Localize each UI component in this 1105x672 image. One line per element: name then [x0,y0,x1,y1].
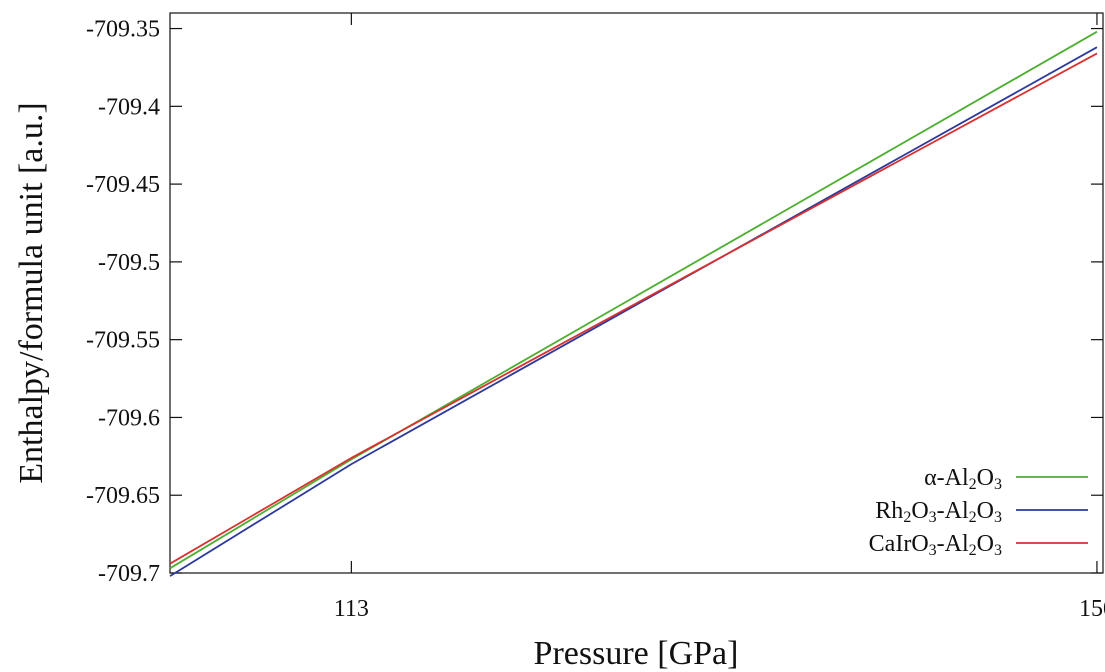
plot-frame [169,12,1104,574]
y-tick-label: -709.35 [86,17,160,43]
y-tick-label: -709.4 [98,94,160,120]
y-axis-ticks: -709.35 -709.4 -709.45 -709.5 -709.55 -709.6 -… [86,17,1103,587]
x-axis-ticks: 113 150 [334,13,1105,622]
series-line-2 [169,52,1098,565]
y-tick-label: -709.65 [86,483,160,509]
y-tick-label: -709.7 [98,561,160,587]
y-tick-label: -709.6 [98,405,160,431]
series-line-1 [169,46,1098,577]
x-tick-label: 113 [334,596,369,622]
y-tick-label: -709.55 [86,328,160,354]
x-tick-label: 150 [1079,596,1105,622]
y-axis-label: Enthalpy/formula unit [a.u.] [13,102,50,483]
x-axis-label: Pressure [GPa] [534,635,739,672]
series-line-0 [169,30,1098,570]
legend: α-Al2O3 Rh2O3-Al2O3 CaIrO3-Al2O3 [869,465,1088,559]
y-tick-label: -709.5 [98,250,160,276]
legend-label-0: α-Al2O3 [924,465,1002,493]
legend-label-1: Rh2O3-Al2O3 [875,498,1002,526]
y-tick-label: -709.45 [86,172,160,198]
series-lines [169,30,1098,577]
legend-label-2: CaIrO3-Al2O3 [869,531,1002,559]
